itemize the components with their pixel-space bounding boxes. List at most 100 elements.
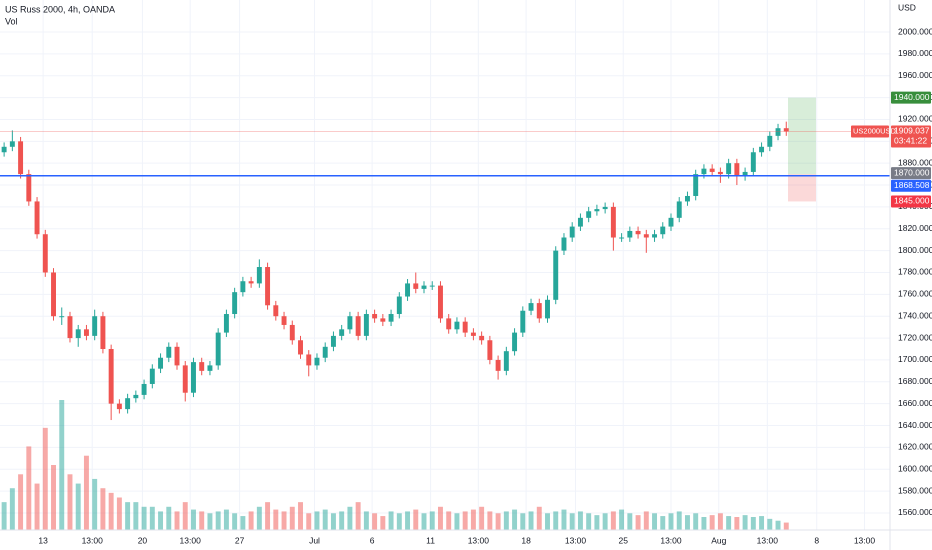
candle-body [100, 316, 106, 349]
x-tick-label: 13:00 [180, 535, 202, 545]
candle-body [42, 234, 48, 273]
candle-body [51, 272, 56, 317]
candle-body [405, 283, 411, 297]
volume-bar [676, 511, 682, 530]
x-tick-label: Aug [711, 535, 726, 545]
y-tick-label: 1660.000 [898, 398, 932, 408]
candle-body [26, 174, 32, 202]
x-tick-label: 6 [370, 535, 375, 545]
volume-bar [298, 502, 303, 530]
candle-body [281, 316, 287, 325]
y-tick-label: 1780.000 [898, 267, 932, 277]
candle-body [421, 285, 427, 289]
candle-body [462, 321, 468, 333]
candle-body [273, 305, 279, 317]
candle-body [635, 230, 641, 235]
y-tick-label: 1960.000 [898, 70, 932, 80]
countdown: 03:41:22 [894, 136, 927, 146]
candle-body [380, 318, 386, 322]
volume-bar [166, 506, 172, 530]
candle-body [487, 340, 493, 360]
volume-bar [783, 522, 789, 530]
x-tick-label: 13:00 [660, 535, 682, 545]
volume-bar [339, 511, 345, 530]
candle-body [470, 332, 476, 336]
x-tick-label: 13:00 [468, 535, 490, 545]
y-tick-label: 1600.000 [898, 463, 932, 473]
volume-bar [314, 511, 320, 530]
x-tick-label: 13:00 [757, 535, 779, 545]
horizontal-line-label: 1868.508 [894, 180, 930, 190]
volume-bar [767, 518, 773, 530]
last-price-label: 1909.037 [894, 126, 930, 136]
stop-label: 1845.000 [894, 196, 930, 206]
candle-body [775, 128, 781, 136]
volume-bar [561, 509, 567, 530]
volume-bar [454, 513, 460, 530]
volume-bar [520, 513, 526, 530]
volume-bar [693, 513, 699, 530]
candle-body [569, 226, 575, 238]
stop-label-bg [891, 195, 931, 208]
candle-body [232, 292, 238, 315]
volume-bar [75, 483, 81, 530]
y-tick-label: 1800.000 [898, 245, 932, 255]
candle-body [363, 314, 369, 336]
y-tick-label: 1880.000 [898, 157, 932, 167]
x-tick-label: 11 [426, 535, 435, 545]
candle-body [330, 335, 336, 347]
volume-bar [701, 517, 707, 530]
volume-bar [602, 513, 608, 530]
x-tick-label: 13:00 [565, 535, 587, 545]
candle-body [141, 383, 147, 395]
candle-body [429, 285, 435, 287]
candle-body [446, 318, 452, 330]
volume-bar [495, 513, 501, 530]
candle-body [742, 171, 748, 177]
candle-body [125, 398, 131, 410]
volume-bar [553, 511, 559, 530]
volume-bar [26, 446, 32, 530]
candle-body [643, 234, 649, 238]
candle-body [767, 135, 773, 147]
candle-body [594, 209, 600, 212]
volume-bar [479, 506, 485, 530]
y-tick-label: 1820.000 [898, 223, 932, 233]
volume-bar [215, 511, 221, 530]
target-label: 1940.000 [894, 92, 930, 102]
y-tick-label: 1620.000 [898, 442, 932, 452]
volume-bar [462, 511, 468, 530]
x-tick-label: 27 [235, 535, 245, 545]
volume-bar [34, 483, 40, 530]
y-tick-label: 1720.000 [898, 332, 932, 342]
volume-bar [133, 502, 139, 530]
y-tick-label: 1700.000 [898, 354, 932, 364]
volume-bar [726, 516, 732, 530]
volume-bar [199, 511, 205, 530]
candle-body [59, 316, 65, 318]
volume-bar [470, 509, 476, 530]
x-tick-label: 13 [38, 535, 48, 545]
candle-body [215, 332, 221, 366]
candle-body [174, 346, 180, 366]
candle-body [734, 163, 740, 177]
profit-zone [788, 97, 816, 175]
x-tick-label: 13:00 [82, 535, 104, 545]
volume-bar [1, 502, 7, 530]
candle-body [182, 365, 188, 393]
volume-bar [405, 511, 411, 530]
candle-body [166, 346, 172, 358]
volume-bar [775, 520, 781, 530]
candle-body [116, 403, 122, 410]
volume-bar [207, 513, 213, 530]
volume-bar [660, 516, 666, 530]
volume-bar [240, 516, 246, 530]
candle-body [619, 237, 625, 239]
volume-bar [380, 516, 386, 530]
candle-body [684, 195, 690, 202]
candle-body [495, 359, 501, 371]
volume-bar [116, 497, 122, 530]
volume-bar [627, 513, 633, 530]
candle-body [676, 201, 682, 218]
